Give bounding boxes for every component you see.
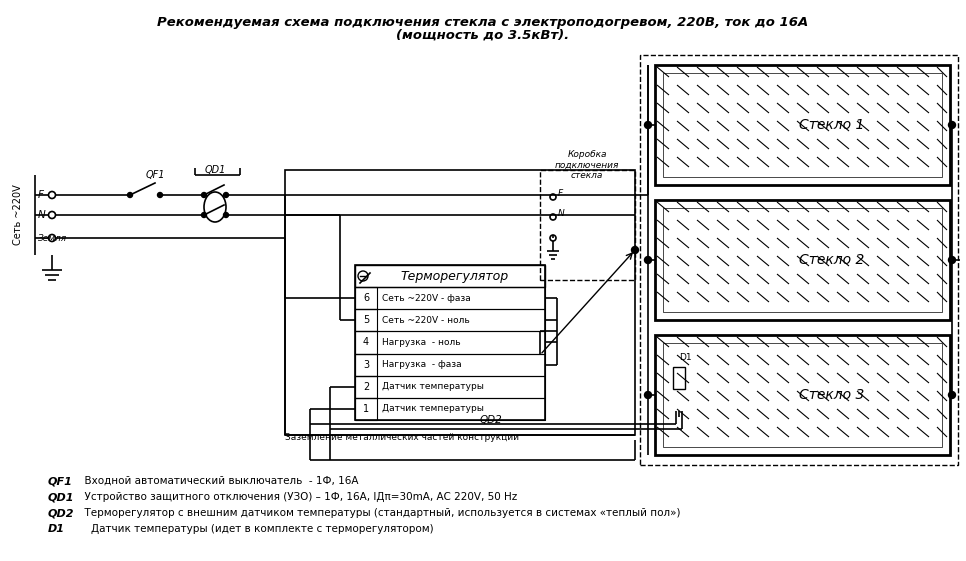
Bar — [663, 73, 942, 177]
Text: N: N — [38, 210, 45, 220]
Circle shape — [949, 392, 955, 398]
Text: Датчик температуры (идет в комплекте с терморегулятором): Датчик температуры (идет в комплекте с т… — [78, 524, 434, 534]
Text: Стекло 2: Стекло 2 — [799, 253, 865, 267]
Text: Сеть ~220V: Сеть ~220V — [13, 185, 23, 245]
Circle shape — [644, 392, 651, 398]
Text: F: F — [38, 190, 44, 200]
Text: D1: D1 — [679, 353, 692, 362]
Circle shape — [949, 122, 955, 128]
Circle shape — [202, 213, 207, 218]
Circle shape — [157, 192, 162, 197]
Text: Стекло 1: Стекло 1 — [799, 118, 865, 132]
Text: QD1: QD1 — [48, 492, 74, 502]
Circle shape — [632, 246, 639, 254]
Bar — [355, 332, 377, 353]
Bar — [655, 200, 950, 320]
Text: QD2: QD2 — [480, 415, 502, 425]
Text: Нагрузка  - фаза: Нагрузка - фаза — [382, 360, 462, 369]
Bar — [355, 376, 377, 398]
Text: 2: 2 — [363, 381, 369, 392]
Bar — [355, 309, 545, 332]
Bar — [655, 335, 950, 455]
Bar — [355, 287, 545, 309]
Bar — [355, 398, 377, 420]
Bar — [355, 287, 377, 309]
Circle shape — [223, 192, 229, 197]
Text: Датчик температуры: Датчик температуры — [382, 382, 484, 391]
Bar — [285, 170, 635, 435]
Bar — [355, 265, 545, 287]
Circle shape — [202, 192, 207, 197]
Text: 3: 3 — [363, 360, 369, 370]
Bar — [655, 65, 950, 185]
Bar — [355, 398, 545, 420]
Text: 1: 1 — [363, 404, 369, 414]
Bar — [355, 332, 545, 353]
Text: Земля: Земля — [38, 233, 67, 242]
Text: Устройство защитного отключения (УЗО) – 1Ф, 16А, IДπ=30mA, AC 220V, 50 Hz: Устройство защитного отключения (УЗО) – … — [78, 492, 517, 502]
Text: 6: 6 — [363, 293, 369, 303]
Text: Стекло 3: Стекло 3 — [799, 388, 865, 402]
Bar — [355, 353, 377, 376]
Text: (мощность до 3.5кВт).: (мощность до 3.5кВт). — [396, 29, 570, 42]
Circle shape — [644, 256, 651, 264]
Text: Терморегулятор с внешним датчиком температуры (стандартный, используется в систе: Терморегулятор с внешним датчиком темпер… — [78, 508, 680, 518]
Text: Терморегулятор: Терморегулятор — [401, 269, 509, 283]
Text: Заземление металлических частей конструкции: Заземление металлических частей конструк… — [285, 434, 519, 443]
Circle shape — [128, 192, 132, 197]
Circle shape — [223, 213, 229, 218]
Text: QF1: QF1 — [145, 170, 165, 180]
Text: QD2: QD2 — [48, 508, 74, 518]
Text: Нагрузка  - ноль: Нагрузка - ноль — [382, 338, 461, 347]
Text: N: N — [558, 209, 565, 218]
Text: Коробка
подключения
стекла: Коробка подключения стекла — [554, 150, 619, 180]
Circle shape — [644, 122, 651, 128]
Bar — [355, 309, 377, 332]
Text: Сеть ~220V - ноль: Сеть ~220V - ноль — [382, 316, 469, 325]
Bar — [640, 55, 958, 465]
Text: 5: 5 — [363, 315, 369, 325]
Text: F: F — [558, 188, 563, 197]
Bar — [673, 367, 685, 389]
Text: QF1: QF1 — [48, 476, 72, 486]
Bar — [355, 376, 545, 398]
Text: D1: D1 — [48, 524, 65, 534]
Bar — [355, 265, 545, 420]
Text: 4: 4 — [363, 337, 369, 347]
Text: Рекомендуемая схема подключения стекла с электроподогревом, 220В, ток до 16А: Рекомендуемая схема подключения стекла с… — [157, 16, 809, 29]
Text: QD1: QD1 — [205, 165, 226, 175]
Bar — [540, 170, 635, 280]
Text: Датчик температуры: Датчик температуры — [382, 404, 484, 413]
Bar — [355, 353, 545, 376]
Bar — [663, 343, 942, 447]
Bar — [663, 208, 942, 312]
Circle shape — [949, 256, 955, 264]
Text: Входной автоматический выключатель  - 1Ф, 16А: Входной автоматический выключатель - 1Ф,… — [78, 476, 358, 486]
Text: Сеть ~220V - фаза: Сеть ~220V - фаза — [382, 293, 470, 302]
